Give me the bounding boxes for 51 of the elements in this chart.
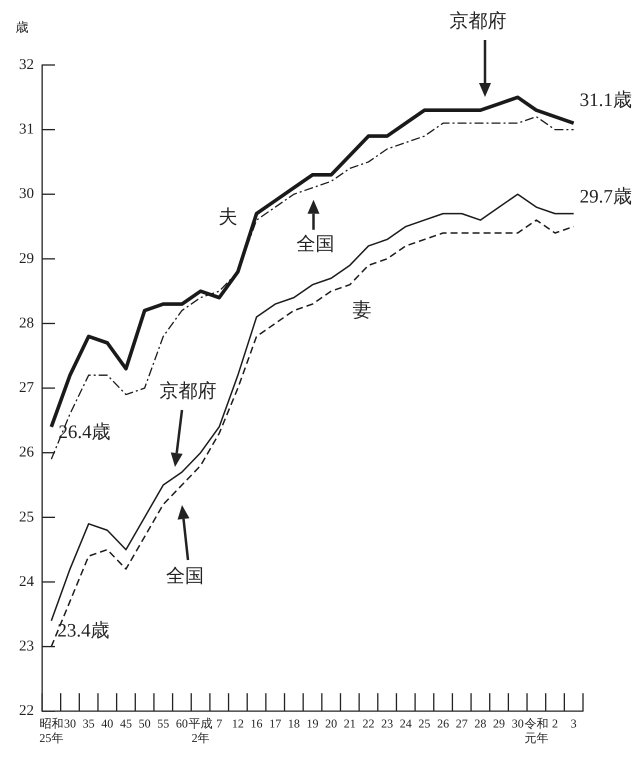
x-tick-label: 7	[216, 716, 222, 731]
x-tick-label: 30	[64, 716, 76, 731]
x-tick-label: 12	[232, 716, 244, 731]
x-tick-label: 55	[157, 716, 170, 731]
x-tick-label: 40	[101, 716, 114, 731]
x-tick-label: 26	[437, 716, 450, 731]
x-tick-label: 3	[570, 716, 577, 731]
annotation: 夫	[218, 206, 238, 228]
annotation: 31.1歳	[580, 90, 632, 112]
y-tick-label: 28	[19, 315, 34, 332]
x-tick-label: 35	[82, 716, 95, 731]
x-tick-label: 21	[344, 716, 356, 731]
x-tick-label: 45	[120, 716, 132, 731]
x-tick-label: 50	[138, 716, 151, 731]
y-tick-label: 26	[19, 444, 34, 461]
annotation: 全国	[296, 234, 334, 255]
y-tick-label: 31	[19, 122, 34, 138]
y-tick-label: 27	[19, 380, 34, 396]
x-tick-label: 29	[493, 716, 506, 731]
x-tick-label: 28	[474, 716, 486, 731]
x-tick-label: 24	[400, 716, 412, 731]
annotation: 23.4歳	[57, 620, 110, 642]
x-tick-label: 19	[306, 716, 318, 731]
annotation: 全国	[166, 566, 204, 587]
x-tick-label: 60	[176, 716, 188, 731]
x-tick-label: 23	[381, 716, 394, 731]
x-tick-label: 17	[269, 716, 282, 731]
x-tick-label: 25	[418, 716, 430, 731]
y-tick-label: 22	[19, 703, 34, 720]
annotation: 京都府	[160, 380, 216, 402]
x-tick-label: 16	[250, 716, 263, 731]
y-tick-label: 24	[19, 574, 34, 590]
x-tick-label: 令和元年	[524, 716, 548, 745]
x-tick-label: 平成2年	[188, 716, 213, 745]
x-tick-label: 18	[288, 716, 300, 731]
x-tick-label: 22	[362, 716, 374, 731]
y-axis-title: 歳	[16, 19, 28, 34]
text: 京都府	[450, 10, 506, 32]
y-tick-label: 23	[19, 638, 34, 655]
annotation: 26.4歳	[58, 422, 111, 443]
y-tick-label: 25	[19, 509, 34, 526]
y-tick-label: 32	[19, 56, 34, 73]
x-tick-label: 昭和25年	[39, 716, 64, 745]
annotation: 29.7歳	[580, 186, 632, 208]
x-tick-label: 2	[552, 716, 558, 731]
y-tick-label: 29	[19, 250, 34, 267]
y-tick-label: 30	[19, 186, 34, 202]
x-tick-label: 30	[512, 716, 524, 731]
x-tick-label: 27	[456, 716, 468, 731]
x-tick-label: 20	[325, 716, 338, 731]
annotation: 妻	[352, 300, 372, 321]
